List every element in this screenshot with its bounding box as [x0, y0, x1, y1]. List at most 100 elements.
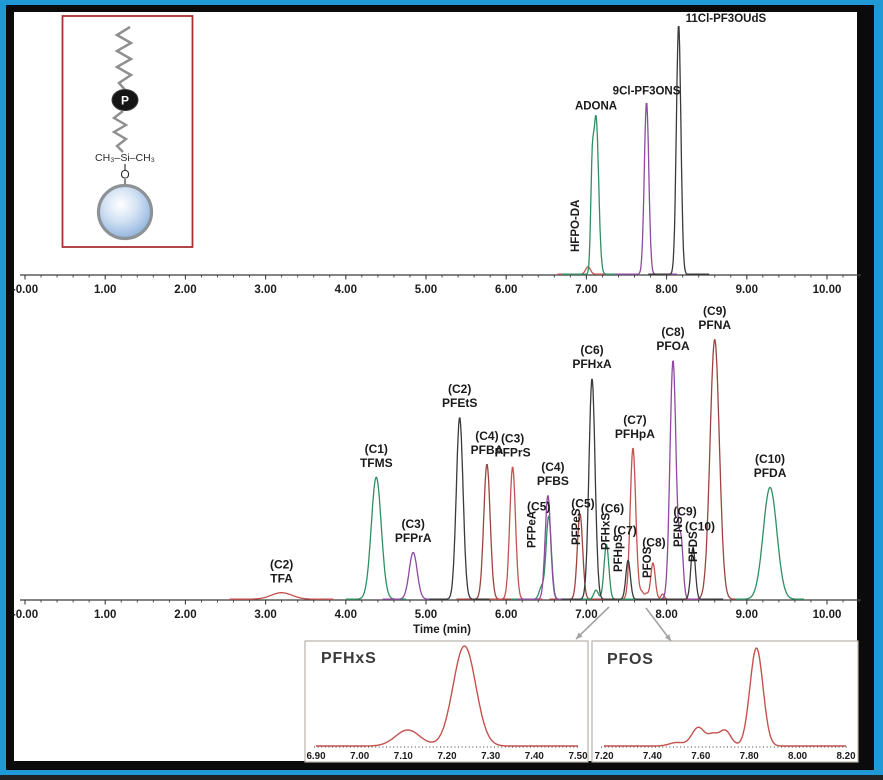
bottom-chromatogram-panel: -0.00 1.00 2.00 3.00 4.00 5.00 6.00 7.00 8.00 9.0…: [12, 304, 861, 636]
x-tick-label: 9.00: [736, 284, 758, 296]
inset-pointer-arrows: [575, 606, 672, 642]
x-tick-label: -0.00: [12, 284, 38, 296]
peak-label-PFNS: PFNS: [673, 516, 685, 547]
inset-tick-label: 7.10: [394, 751, 414, 762]
peak-label-PFBS: PFBS: [537, 474, 569, 488]
inset-panel-pfhxs: PFHxS 6.90 7.00 7.10 7.20 7.30 7.40 7.50: [304, 640, 589, 763]
peak-label-PFOA: PFOA: [656, 339, 690, 353]
x-tick-label: 1.00: [94, 609, 116, 621]
inset-tick-label: 7.30: [481, 751, 501, 762]
peak-cn-label-PFDS: (C10): [685, 520, 715, 534]
x-axis-title: Time (min): [413, 624, 471, 636]
inset-trace-pfos: [603, 647, 847, 747]
inset-tick-label: 7.40: [643, 751, 663, 762]
x-tick-label: 4.00: [335, 284, 357, 296]
peak-cn-label-PFHxA: (C6): [580, 343, 603, 357]
linker-chain-zigzag: [111, 110, 129, 153]
inset-tick-label: 6.90: [306, 751, 326, 762]
x-tick-label: 7.00: [575, 284, 597, 296]
zoom-inset-panels: PFHxS 6.90 7.00 7.10 7.20 7.30 7.40 7.50 PFOS 7.2…: [304, 640, 859, 763]
arrow-to-pfos-inset-head: [664, 634, 671, 641]
bonded-phase-structure-diagram: P CH₃–Si–CH₃ O: [61, 15, 194, 248]
peak-label-HFPO-DA: HFPO-DA: [570, 200, 582, 252]
peak-cn-label-PFPrS: (C3): [501, 431, 524, 445]
trace-black: [648, 26, 710, 275]
peak-label-TFA: TFA: [270, 572, 293, 586]
inset-tick-label: 7.50: [568, 751, 588, 762]
peak-cn-label-PFOA: (C8): [661, 325, 684, 339]
x-tick-label: 5.00: [415, 609, 437, 621]
x-tick-label: 5.00: [415, 284, 437, 296]
peak-label-11Cl-PF3OUdS: 11Cl-PF3OUdS: [686, 13, 767, 25]
peak-label-PFPeS: PFPeS: [571, 508, 583, 545]
peak-cn-label-PFPrA: (C3): [401, 517, 424, 531]
x-tick-label: 8.00: [655, 284, 677, 296]
peak-cn-label-PFHxS: (C6): [601, 502, 624, 516]
peak-label-PFEtS: PFEtS: [442, 396, 477, 410]
inset-tick-label: 7.00: [350, 751, 370, 762]
inset-tick-label: 8.20: [836, 751, 856, 762]
fluoroalkyl-chain-zigzag: [114, 25, 134, 92]
peak-cn-label-PFBS: (C4): [541, 460, 564, 474]
x-tick-label: 1.00: [94, 284, 116, 296]
inset-box: [591, 640, 859, 763]
peak-label-PFOS: PFOS: [642, 546, 654, 578]
x-tick-label: 2.00: [174, 609, 196, 621]
inset-tick-label: 7.80: [740, 751, 760, 762]
x-tick-label: 3.00: [254, 284, 276, 296]
inset-panel-pfos: PFOS 7.20 7.40 7.60 7.80 8.00 8.20: [591, 640, 859, 763]
inset-tick-label: 8.00: [788, 751, 808, 762]
peak-label-PFDS: PFDS: [688, 531, 700, 562]
inset-title-pfos: PFOS: [607, 651, 654, 668]
peak-cn-label-PFNS: (C9): [673, 505, 696, 519]
peak-label-ADONA: ADONA: [575, 101, 617, 113]
peak-cn-label-PFPeS: (C5): [571, 497, 594, 511]
peak-label-PFDA: PFDA: [754, 466, 787, 480]
inset-tick-label: 7.40: [525, 751, 545, 762]
x-tick-label: 10.00: [813, 284, 842, 296]
peak-label-PFPrA: PFPrA: [395, 531, 432, 545]
x-tick-label: 2.00: [174, 284, 196, 296]
peak-label-PFNA: PFNA: [698, 318, 731, 332]
peak-label-PFPrS: PFPrS: [495, 445, 531, 459]
oxygen-label: O: [120, 168, 129, 182]
peak-cn-label-PFOS: (C8): [642, 536, 665, 550]
peak-cn-label-TFA: (C2): [270, 558, 293, 572]
inset-tick-label: 7.20: [437, 751, 457, 762]
peak-cn-label-PFNA: (C9): [703, 304, 726, 318]
x-tick-label: 3.00: [254, 609, 276, 621]
peak-cn-label-PFHpA: (C7): [623, 413, 646, 427]
x-tick-label: 10.00: [813, 609, 842, 621]
inset-title-pfhxs: PFHxS: [321, 650, 377, 667]
inset-tick-label: 7.20: [594, 751, 614, 762]
x-tick-label: 6.00: [495, 609, 517, 621]
peak-label-PFBA: PFBA: [471, 443, 504, 457]
peak-cn-label-TFMS: (C1): [365, 442, 388, 456]
phosphorus-group-node: [111, 89, 139, 111]
x-tick-label: 8.00: [655, 609, 677, 621]
peak-label-TFMS: TFMS: [360, 456, 393, 470]
arrow-to-pfos-inset: [645, 607, 672, 642]
x-tick-label: 6.00: [495, 284, 517, 296]
inset-tick-label: 7.60: [691, 751, 711, 762]
peak-cn-label-PFHpS: (C7): [613, 524, 636, 538]
silica-particle-sphere: [96, 183, 154, 241]
x-tick-label: -0.00: [12, 609, 38, 621]
peak-label-PFHpA: PFHpA: [615, 427, 655, 441]
x-tick-label: 4.00: [335, 609, 357, 621]
trace-black: [429, 378, 724, 600]
peak-cn-label-PFEtS: (C2): [448, 382, 471, 396]
x-tick-label: 9.00: [736, 609, 758, 621]
peak-label-PFHxS: PFHxS: [600, 513, 612, 550]
peak-label-9Cl-PF3ONS: 9Cl-PF3ONS: [613, 86, 681, 98]
x-tick-label: 7.00: [575, 609, 597, 621]
peak-label-PFHxA: PFHxA: [572, 357, 612, 371]
phosphorus-label: P: [121, 94, 129, 108]
peak-cn-label-PFDA: (C10): [755, 452, 785, 466]
inset-box: [304, 640, 589, 763]
dimethyl-silane-label: CH₃–Si–CH₃: [95, 152, 155, 164]
peak-label-PFPeA: PFPeA: [527, 511, 539, 548]
peak-cn-label-PFBA: (C4): [475, 429, 498, 443]
